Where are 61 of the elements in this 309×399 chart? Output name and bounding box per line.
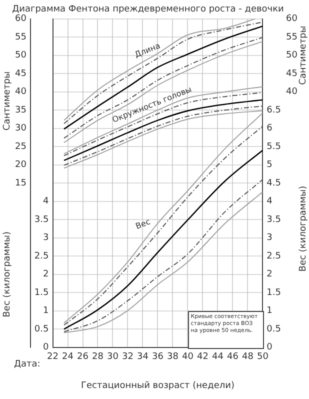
y2-tick-label: 6.5 — [266, 105, 282, 116]
y2-tick-label: 5 — [266, 160, 272, 170]
annotation: Вес — [134, 217, 152, 231]
text: 45 — [286, 68, 298, 79]
x-tick-label: 48 — [242, 352, 254, 362]
x-tick-label: 30 — [107, 352, 119, 362]
y-tick-label: 45 — [15, 68, 26, 79]
y-tick-label: 30 — [15, 124, 27, 134]
x-tick-label: 40 — [182, 352, 194, 362]
y-tick-label: 35 — [15, 105, 26, 116]
y-tick-label: 40 — [15, 87, 27, 98]
text: 50 — [286, 50, 298, 61]
y3-tick-label: 2 — [43, 270, 49, 280]
y2-tick-label: 2 — [266, 270, 272, 280]
x-tick-label: 34 — [137, 352, 149, 362]
y3-axis-title: Вес (килограммы) — [2, 232, 12, 318]
y3-tick-label: 2.5 — [34, 251, 49, 262]
x-tick-label: 22 — [47, 352, 58, 362]
y-tick-label: 55 — [15, 32, 26, 42]
y3-tick-label: 3 — [43, 233, 49, 244]
text: 55 — [286, 32, 298, 42]
y2-tick-label: 0.5 — [266, 324, 282, 334]
y3-tick-label: 3.5 — [34, 214, 49, 225]
x-tick-label: 46 — [226, 352, 239, 362]
x-tick-label: 32 — [122, 352, 134, 362]
y-tick-label: 25 — [15, 142, 26, 152]
text: Сантиметры — [298, 26, 308, 85]
y3-tick-label: 1.5 — [34, 288, 49, 298]
x-tick-label: 50 — [256, 352, 269, 362]
y2-tick-label: 5.5 — [266, 142, 282, 152]
y-tick-label: 60 — [15, 14, 27, 24]
y2-tick-label: 6 — [266, 124, 273, 134]
x-tick-label: 36 — [152, 352, 164, 362]
y2-tick-label: 1 — [266, 306, 272, 316]
text: Дата: — [14, 360, 40, 370]
y3-tick-label: 0 — [43, 342, 50, 353]
y2-tick-label: 2.5 — [266, 251, 282, 262]
x-axis-title: Гестационный возраст (недели) — [80, 380, 234, 391]
y2-axis-title: Вес (килограммы) — [298, 186, 308, 272]
y2-tick-label: 1.5 — [266, 288, 282, 298]
x-tick-label: 28 — [92, 352, 104, 362]
y-axis-title: Сантиметры — [2, 71, 12, 131]
chart-title: Диаграмма Фентона преждевременного роста - девочки — [12, 4, 284, 15]
x-tick-label: 26 — [77, 352, 89, 362]
y2-tick-label: 0 — [266, 342, 273, 353]
y3-tick-label: 1 — [43, 306, 49, 316]
y-tick-label: 20 — [15, 160, 27, 170]
y-tick-label: 50 — [15, 50, 27, 61]
y3-tick-label: 4 — [43, 196, 50, 207]
x-tick-label: 38 — [166, 352, 179, 362]
x-tick-label: 42 — [196, 352, 208, 362]
y2-tick-label: 3 — [266, 233, 272, 244]
y2-tick-label: 4 — [266, 196, 273, 207]
y2-tick-label: 4.5 — [266, 178, 282, 188]
x-tick-label: 24 — [62, 352, 74, 362]
y-tick-label: 15 — [15, 178, 26, 188]
y3-tick-label: 0.5 — [34, 324, 49, 334]
y2-tick-label: 3.5 — [266, 214, 282, 225]
text: 40 — [286, 87, 298, 98]
x-tick-label: 44 — [212, 352, 224, 362]
text: 60 — [286, 14, 298, 24]
